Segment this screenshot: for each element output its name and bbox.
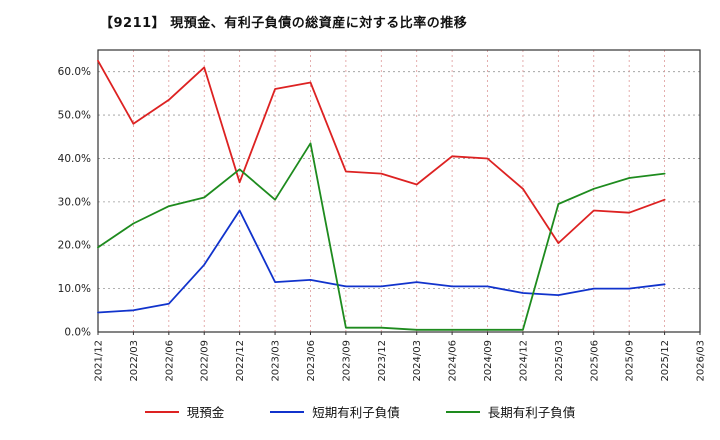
svg-text:2023/09: 2023/09 bbox=[341, 340, 352, 382]
svg-text:2024/09: 2024/09 bbox=[483, 340, 494, 382]
svg-text:2026/03: 2026/03 bbox=[696, 340, 707, 382]
legend-label-long-term-debt: 長期有利子負債 bbox=[487, 405, 576, 420]
svg-text:60.0%: 60.0% bbox=[58, 66, 91, 78]
legend-item-long-term-debt: 長期有利子負債 bbox=[445, 402, 576, 421]
svg-text:0.0%: 0.0% bbox=[64, 327, 91, 339]
chart-title: 【9211】 現預金、有利子負債の総資産に対する比率の推移 bbox=[100, 16, 468, 31]
svg-text:2023/06: 2023/06 bbox=[306, 340, 317, 382]
svg-text:2021/12: 2021/12 bbox=[94, 340, 105, 382]
svg-text:20.0%: 20.0% bbox=[58, 240, 91, 252]
svg-text:2025/03: 2025/03 bbox=[554, 340, 565, 382]
svg-text:10.0%: 10.0% bbox=[58, 283, 91, 295]
svg-text:50.0%: 50.0% bbox=[58, 110, 91, 122]
legend-item-cash: 現預金 bbox=[144, 402, 225, 421]
line-chart: 0.0% 10.0% 20.0% 30.0% 40.0% 50.0% 60.0% 2021/1… bbox=[58, 49, 707, 382]
svg-text:2024/12: 2024/12 bbox=[518, 340, 529, 382]
svg-text:2025/12: 2025/12 bbox=[660, 340, 671, 382]
legend-label-cash: 現預金 bbox=[186, 405, 225, 420]
chart-legend: 現預金 短期有利子負債 長期有利子負債 bbox=[0, 402, 720, 421]
svg-text:2023/12: 2023/12 bbox=[377, 340, 388, 382]
svg-text:2025/06: 2025/06 bbox=[589, 340, 600, 382]
svg-text:2025/09: 2025/09 bbox=[625, 340, 636, 382]
svg-text:2022/06: 2022/06 bbox=[164, 340, 175, 382]
legend-line-short-term-debt-icon bbox=[270, 410, 305, 413]
svg-text:2023/03: 2023/03 bbox=[271, 340, 282, 382]
svg-text:2022/12: 2022/12 bbox=[235, 340, 246, 382]
legend-line-long-term-debt-icon bbox=[445, 410, 480, 413]
svg-text:30.0%: 30.0% bbox=[58, 196, 91, 208]
legend-line-cash-icon bbox=[144, 410, 179, 413]
svg-text:2024/06: 2024/06 bbox=[448, 340, 459, 382]
legend-item-short-term-debt: 短期有利子負債 bbox=[270, 402, 400, 421]
svg-text:2022/09: 2022/09 bbox=[200, 340, 211, 382]
svg-text:40.0%: 40.0% bbox=[58, 153, 91, 165]
svg-text:2024/03: 2024/03 bbox=[412, 340, 423, 382]
svg-text:2022/03: 2022/03 bbox=[129, 340, 140, 382]
chart-area: 0.0% 10.0% 20.0% 30.0% 40.0% 50.0% 60.0% 2021/1… bbox=[58, 49, 707, 382]
legend-label-short-term-debt: 短期有利子負債 bbox=[312, 405, 400, 420]
